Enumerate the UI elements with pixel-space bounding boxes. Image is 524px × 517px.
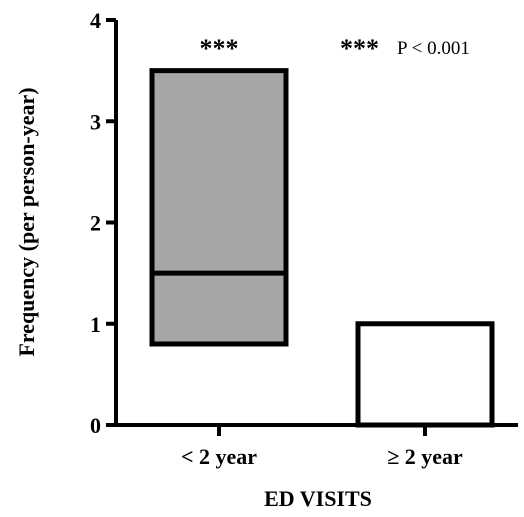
y-tick-label: 2 bbox=[90, 211, 101, 236]
labels: 0 1 2 3 4 < 2 year *** ≥ 2 year bbox=[90, 8, 463, 469]
y-tick-label: 0 bbox=[90, 413, 101, 438]
legend-text: P < 0.001 bbox=[397, 38, 470, 59]
x-tick-label: < 2 year bbox=[181, 444, 257, 469]
y-tick-label: 1 bbox=[90, 312, 101, 337]
box-1-annotation: *** bbox=[200, 34, 239, 63]
y-tick-label: 4 bbox=[90, 8, 101, 33]
x-axis-title: ED VISITS bbox=[264, 486, 372, 511]
y-axis-title: Frequency (per person-year) bbox=[14, 87, 39, 356]
significance-legend: *** P < 0.001 bbox=[340, 34, 470, 63]
y-tick-label: 3 bbox=[90, 109, 101, 134]
boxes bbox=[149, 68, 495, 428]
box-2 bbox=[355, 321, 495, 428]
legend-stars: *** bbox=[340, 34, 379, 63]
x-tick-label: ≥ 2 year bbox=[387, 444, 463, 469]
box-1 bbox=[149, 68, 289, 347]
